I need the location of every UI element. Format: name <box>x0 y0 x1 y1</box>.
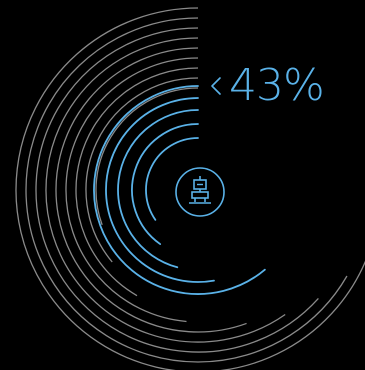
track-ring-3 <box>35 27 319 353</box>
track-ring-7 <box>75 67 199 297</box>
progress-ring-5 <box>145 137 199 221</box>
track-ring-5 <box>55 47 247 333</box>
progress-ring-1 <box>93 85 266 295</box>
track-ring-2 <box>25 17 348 363</box>
track-ring-9 <box>95 87 199 226</box>
progress-ring-4 <box>131 123 199 245</box>
progress-ring-2 <box>105 97 215 283</box>
track-ring-8 <box>85 77 199 263</box>
progress-percentage: 43% <box>229 60 325 111</box>
track-ring-1 <box>15 7 365 370</box>
track-ring-6 <box>65 57 199 323</box>
chevron-left-icon <box>211 77 221 95</box>
progress-readout: 43% <box>209 58 325 114</box>
track-ring-4 <box>45 37 286 343</box>
progress-ring-3 <box>117 109 199 269</box>
robot-icon <box>175 167 225 217</box>
